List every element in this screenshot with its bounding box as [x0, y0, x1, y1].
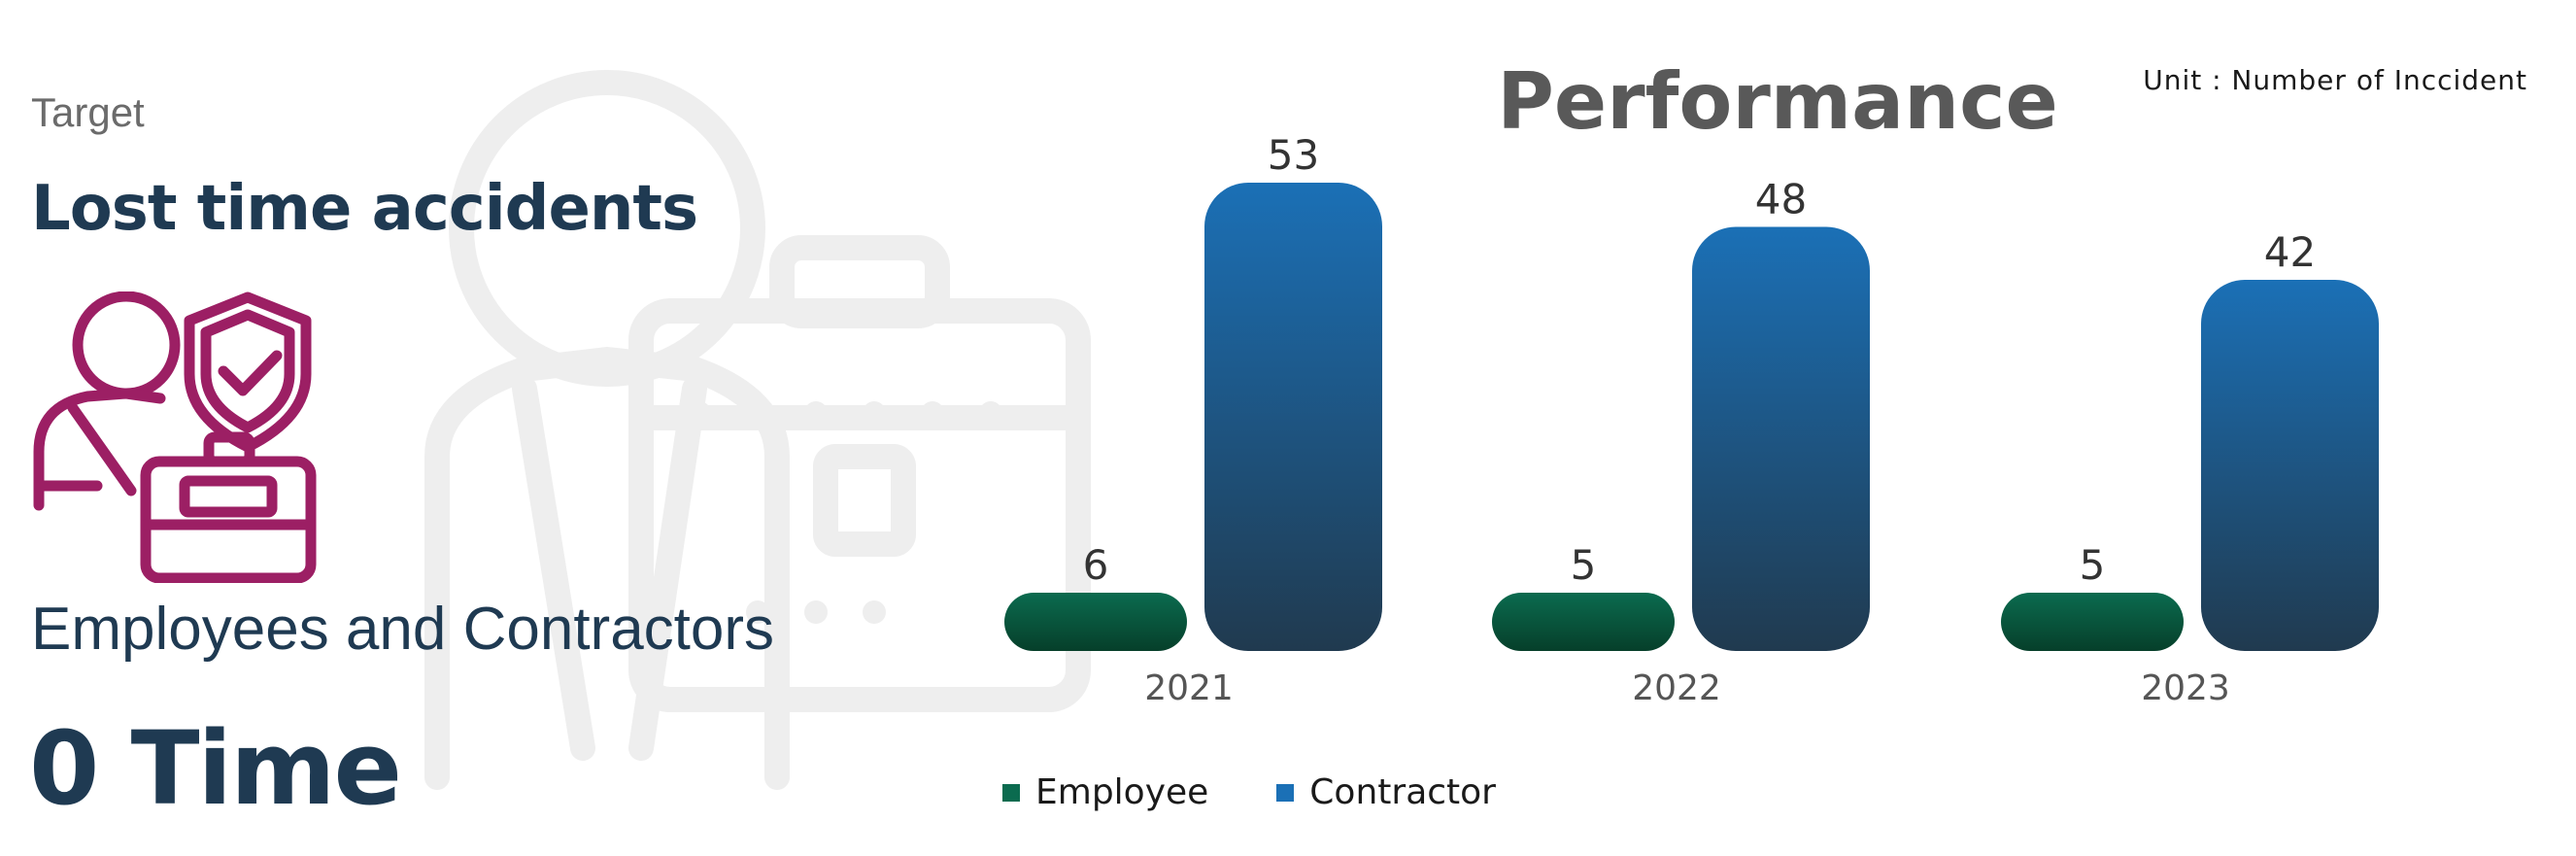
chart-title: Performance: [1497, 56, 2058, 147]
kpi-scope: Employees and Contractors: [31, 596, 775, 663]
bar-contractor-2021: [1204, 183, 1382, 651]
legend-item-contractor: Contractor: [1276, 772, 1496, 812]
kpi-target-value: 0 Time: [29, 709, 402, 828]
injured-worker-shield-icon: [33, 291, 317, 583]
x-tick-label-2021: 2021: [1144, 668, 1234, 708]
data-label-employee-2021: 6: [1083, 541, 1109, 589]
kpi-title: Lost time accidents: [31, 173, 698, 245]
x-tick-label-2023: 2023: [2141, 668, 2230, 708]
bar-employee-2023: [2001, 593, 2184, 651]
legend-swatch-contractor: [1276, 783, 1295, 802]
data-label-employee-2023: 5: [2080, 541, 2106, 589]
unit-note: Unit : Number of Inccident: [2143, 64, 2527, 96]
bar-contractor-2022: [1692, 226, 1870, 652]
bar-employee-2022: [1492, 593, 1675, 651]
legend-label-employee: Employee: [1035, 772, 1209, 812]
data-label-employee-2022: 5: [1571, 541, 1597, 589]
worker-background-icon: [424, 70, 1091, 790]
bar-employee-2021: [1004, 593, 1187, 651]
chart-legend: Employee Contractor: [1002, 772, 1496, 812]
kpi-panel: Target Lost time accidents Employees and…: [0, 0, 874, 856]
data-label-contractor-2021: 53: [1268, 131, 1319, 179]
x-tick-label-2022: 2022: [1632, 668, 1721, 708]
legend-item-employee: Employee: [1002, 772, 1208, 812]
data-label-contractor-2023: 42: [2264, 228, 2316, 276]
legend-swatch-employee: [1002, 783, 1020, 802]
target-label: Target: [31, 89, 145, 135]
bar-contractor-2023: [2201, 280, 2379, 651]
data-label-contractor-2022: 48: [1755, 175, 1807, 223]
legend-label-contractor: Contractor: [1309, 772, 1496, 812]
